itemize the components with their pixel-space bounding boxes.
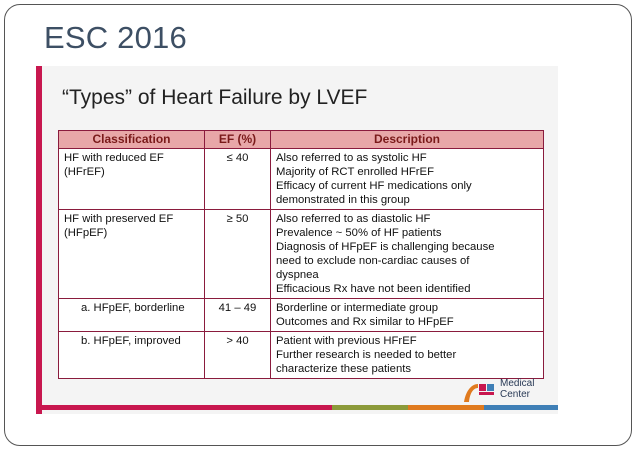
table-row: b. HFpEF, improved > 40 Patient with pre… bbox=[58, 331, 544, 379]
logo-line: Center bbox=[500, 389, 531, 400]
cell-text: (HFrEF) bbox=[64, 166, 105, 178]
hf-classification-table: Classification EF (%) Description HF wit… bbox=[58, 130, 544, 379]
cell-text: Also referred to as systolic HF bbox=[276, 152, 427, 164]
bar-segment-pink bbox=[36, 405, 332, 410]
cell-text: b. HFpEF, improved bbox=[81, 335, 181, 347]
cell-ef: ≥ 50 bbox=[204, 209, 271, 299]
medical-center-logo: Medical Center bbox=[462, 378, 542, 406]
bar-segment-green bbox=[332, 405, 408, 410]
cell-text: demonstrated in this group bbox=[276, 194, 410, 206]
bar-segment-orange bbox=[408, 405, 484, 410]
cell-ef: ≤ 40 bbox=[204, 148, 271, 210]
bottom-color-bar bbox=[36, 405, 558, 410]
cell-text: characterize these patients bbox=[276, 363, 412, 375]
cell-text: Diagnosis of HFpEF is challenging becaus… bbox=[276, 241, 495, 253]
cell-text: (HFpEF) bbox=[64, 227, 108, 239]
logo-mark-icon bbox=[464, 384, 494, 402]
cell-description: Borderline or intermediate group Outcome… bbox=[270, 298, 544, 332]
cell-classification: HF with reduced EF (HFrEF) bbox=[58, 148, 205, 210]
cell-text: need to exclude non-cardiac causes of bbox=[276, 255, 470, 267]
table-row: a. HFpEF, borderline 41 – 49 Borderline … bbox=[58, 298, 544, 332]
slide-title: ESC 2016 bbox=[44, 20, 187, 55]
cell-text: Efficacy of current HF medications only bbox=[276, 180, 472, 192]
table-header-row: Classification EF (%) Description bbox=[58, 130, 544, 149]
cell-text: a. HFpEF, borderline bbox=[81, 302, 185, 314]
cell-description: Patient with previous HFrEF Further rese… bbox=[270, 331, 544, 379]
cell-text: Patient with previous HFrEF bbox=[276, 335, 417, 347]
content-heading: “Types” of Heart Failure by LVEF bbox=[62, 86, 368, 109]
bar-segment-blue bbox=[484, 405, 558, 410]
table-row: HF with preserved EF (HFpEF) ≥ 50 Also r… bbox=[58, 209, 544, 299]
cell-text: Outcomes and Rx similar to HFpEF bbox=[276, 316, 454, 328]
cell-text: Further research is needed to better bbox=[276, 349, 457, 361]
cell-text: Efficacious Rx have not been identified bbox=[276, 283, 471, 295]
cell-classification: a. HFpEF, borderline bbox=[58, 298, 205, 332]
cell-ef: > 40 bbox=[204, 331, 271, 379]
cell-classification: HF with preserved EF (HFpEF) bbox=[58, 209, 205, 299]
header-classification: Classification bbox=[58, 130, 205, 149]
table-row: HF with reduced EF (HFrEF) ≤ 40 Also ref… bbox=[58, 148, 544, 210]
header-ef: EF (%) bbox=[204, 130, 271, 149]
logo-line: Medical bbox=[500, 378, 535, 389]
logo-text: Medical Center bbox=[500, 378, 534, 400]
cell-ef: 41 – 49 bbox=[204, 298, 271, 332]
cell-text: Also referred to as diastolic HF bbox=[276, 213, 431, 225]
cell-text: Prevalence ~ 50% of HF patients bbox=[276, 227, 442, 239]
cell-text: HF with preserved EF bbox=[64, 213, 174, 225]
cell-classification: b. HFpEF, improved bbox=[58, 331, 205, 379]
cell-description: Also referred to as systolic HF Majority… bbox=[270, 148, 544, 210]
cell-text: Majority of RCT enrolled HFrEF bbox=[276, 166, 434, 178]
cell-text: Borderline or intermediate group bbox=[276, 302, 439, 314]
cell-description: Also referred to as diastolic HF Prevale… bbox=[270, 209, 544, 299]
header-description: Description bbox=[270, 130, 544, 149]
cell-text: dyspnea bbox=[276, 269, 319, 281]
cell-text: HF with reduced EF bbox=[64, 152, 164, 164]
